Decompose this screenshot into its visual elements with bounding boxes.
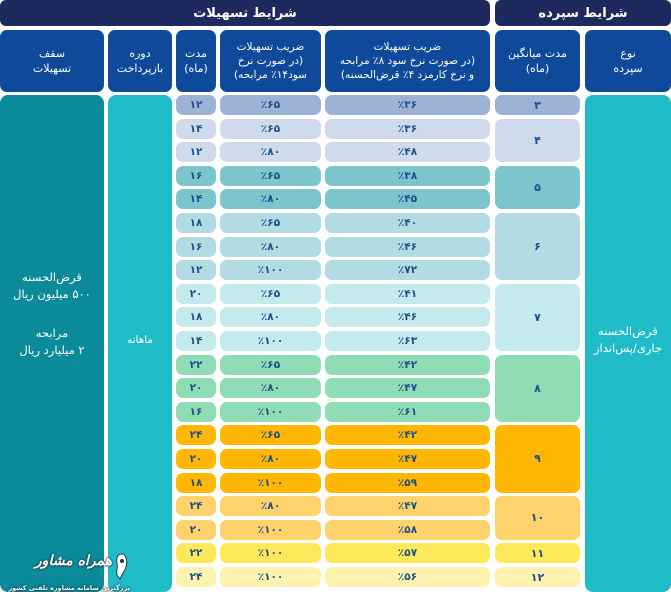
duration-cell: ۱۲ [176, 95, 216, 115]
consultant-logo-icon [116, 553, 128, 580]
duration-cell: ۱۴ [176, 189, 216, 210]
facility-cap-cell: قرض‌الحسنه ۵۰۰ میلیون ریال مرابحه ۲ میلی… [0, 95, 104, 592]
coef-8-cell: ٪۴۷ [325, 449, 490, 469]
coef-8-cell: ٪۵۸ [325, 519, 490, 540]
duration-cell: ۱۲ [176, 260, 216, 281]
coef-14-cell: ٪۶۵ [220, 165, 321, 186]
coef-8-cell: ٪۷۲ [325, 260, 490, 281]
coef-8-cell: ٪۴۶ [325, 307, 490, 328]
deposit-type-value: قرض‌الحسنه جاری/پس‌انداز [593, 323, 663, 355]
coef-8-cell: ٪۵۶ [325, 567, 490, 587]
coef-14-cell: ٪۱۰۰ [220, 519, 321, 540]
coef-8-cell: ٪۶۳ [325, 331, 490, 351]
col-header-facility-cap: سقف تسهیلات [0, 30, 104, 92]
duration-cell: ۱۸ [176, 307, 216, 328]
facility-cap-qarz: قرض‌الحسنه ۵۰۰ میلیون ریال [13, 269, 91, 301]
coef-14-cell: ٪۱۰۰ [220, 401, 321, 422]
duration-cell: ۲۴ [176, 425, 216, 446]
avg-duration-cell: ۱۰ [495, 496, 580, 540]
coef-14-cell: ٪۶۵ [220, 213, 321, 233]
coef-14-cell: ٪۸۰ [220, 307, 321, 328]
coef-14-cell: ٪۸۰ [220, 236, 321, 257]
avg-duration-cell: ۶ [495, 213, 580, 281]
coef-8-cell: ٪۴۰ [325, 213, 490, 233]
coef-8-cell: ٪۶۱ [325, 401, 490, 422]
col-header-coef-8: ضریب تسهیلات (در صورت نرخ سود ۸٪ مرابحه … [325, 30, 490, 92]
facility-cap-murabaha: مرابحه ۲ میلیارد ریال [19, 325, 85, 357]
duration-cell: ۱۲ [176, 142, 216, 163]
avg-duration-cell: ۴ [495, 118, 580, 163]
duration-cell: ۲۰ [176, 519, 216, 540]
repayment-monthly: ماهانه [126, 334, 154, 346]
facility-conditions-header: شرایط تسهیلات [0, 0, 490, 26]
watermark-subtitle: بزرگترین سامانه مشاوره تلفنی کشور [8, 584, 130, 592]
repayment-period-cell: ماهانه [108, 95, 172, 592]
coef-8-cell: ٪۵۷ [325, 543, 490, 564]
duration-cell: ۲۲ [176, 354, 216, 375]
duration-cell: ۱۸ [176, 213, 216, 233]
coef-14-cell: ٪۸۰ [220, 449, 321, 469]
coef-8-cell: ٪۴۵ [325, 189, 490, 210]
coef-14-cell: ٪۱۰۰ [220, 331, 321, 351]
avg-duration-cell: ۳ [495, 95, 580, 115]
col-header-avg-duration: مدت میانگین (ماه) [495, 30, 580, 92]
coef-14-cell: ٪۶۵ [220, 118, 321, 139]
duration-cell: ۱۸ [176, 472, 216, 493]
col-header-deposit-type: نوع سپرده [585, 30, 671, 92]
col-header-repayment-period: دوره بازپرداخت [108, 30, 172, 92]
avg-duration-cell: ۱۲ [495, 567, 580, 587]
duration-cell: ۱۴ [176, 118, 216, 139]
coef-14-cell: ٪۱۰۰ [220, 260, 321, 281]
watermark-title: همراه مشاور [34, 553, 112, 569]
duration-cell: ۲۰ [176, 449, 216, 469]
avg-duration-cell: ۷ [495, 283, 580, 351]
duration-cell: ۲۲ [176, 543, 216, 564]
coef-14-cell: ٪۶۵ [220, 354, 321, 375]
coef-8-cell: ٪۵۹ [325, 472, 490, 493]
avg-duration-cell: ۵ [495, 165, 580, 210]
coef-8-cell: ٪۴۲ [325, 354, 490, 375]
deposit-type-cell: قرض‌الحسنه جاری/پس‌انداز [585, 95, 671, 592]
coef-8-cell: ٪۳۶ [325, 118, 490, 139]
watermark: همراه مشاور بزرگترین سامانه مشاوره تلفنی… [2, 553, 130, 592]
coef-8-cell: ٪۳۶ [325, 95, 490, 115]
duration-cell: ۲۴ [176, 567, 216, 587]
coef-14-cell: ٪۸۰ [220, 142, 321, 163]
col-header-duration: مدت (ماه) [176, 30, 216, 92]
duration-cell: ۲۰ [176, 378, 216, 399]
deposit-conditions-header: شرایط سپرده [495, 0, 671, 26]
duration-cell: ۱۶ [176, 401, 216, 422]
coef-14-cell: ٪۸۰ [220, 189, 321, 210]
duration-cell: ۱۶ [176, 236, 216, 257]
duration-cell: ۱۶ [176, 165, 216, 186]
coef-14-cell: ٪۱۰۰ [220, 543, 321, 564]
coef-14-cell: ٪۶۵ [220, 95, 321, 115]
avg-duration-cell: ۹ [495, 425, 580, 493]
coef-8-cell: ٪۴۱ [325, 283, 490, 304]
coef-8-cell: ٪۴۲ [325, 425, 490, 446]
coef-8-cell: ٪۴۸ [325, 142, 490, 163]
coef-14-cell: ٪۶۵ [220, 283, 321, 304]
coef-14-cell: ٪۸۰ [220, 378, 321, 399]
coef-8-cell: ٪۴۶ [325, 236, 490, 257]
coef-14-cell: ٪۶۵ [220, 425, 321, 446]
duration-cell: ۲۴ [176, 496, 216, 517]
col-header-coef-14: ضریب تسهیلات (در صورت نرخ سود۱۴٪ مرابحه) [220, 30, 321, 92]
coef-14-cell: ٪۱۰۰ [220, 567, 321, 587]
avg-duration-cell: ۸ [495, 354, 580, 422]
coef-14-cell: ٪۸۰ [220, 496, 321, 517]
duration-cell: ۲۰ [176, 283, 216, 304]
coef-8-cell: ٪۴۷ [325, 378, 490, 399]
avg-duration-cell: ۱۱ [495, 543, 580, 564]
coef-8-cell: ٪۳۸ [325, 165, 490, 186]
coef-14-cell: ٪۱۰۰ [220, 472, 321, 493]
duration-cell: ۱۴ [176, 331, 216, 351]
coef-8-cell: ٪۴۷ [325, 496, 490, 517]
